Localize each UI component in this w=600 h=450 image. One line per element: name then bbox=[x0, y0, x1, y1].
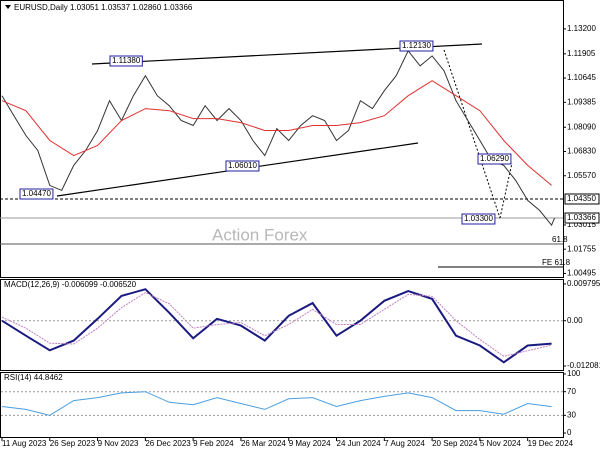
y-tick-label: 1.05570 bbox=[567, 171, 596, 180]
x-tick-label: 9 May 2024 bbox=[289, 439, 331, 448]
menu-arrow bbox=[5, 5, 11, 9]
y-tick-label: 0.00 bbox=[567, 316, 583, 325]
annotation: 1.06010 bbox=[228, 161, 257, 170]
fibo-line bbox=[443, 49, 501, 219]
y-tick-label: 1.13200 bbox=[567, 24, 596, 33]
y-tick-label: 70 bbox=[567, 387, 576, 396]
x-tick-label: 7 Aug 2024 bbox=[384, 439, 425, 448]
price-box bbox=[564, 212, 600, 224]
y-tick-label: 1.11905 bbox=[567, 49, 596, 58]
y-tick-label: 1.08090 bbox=[567, 122, 596, 131]
y-tick-label: -0.012081 bbox=[567, 361, 600, 370]
y-tick-label: 1.06830 bbox=[567, 147, 596, 156]
x-tick-label: 20 Sep 2024 bbox=[432, 439, 478, 448]
annotation-box bbox=[109, 55, 143, 67]
y-tick-label: 1.09385 bbox=[567, 97, 596, 106]
price-box-label: 1.03366 bbox=[567, 213, 596, 222]
fibo-line bbox=[499, 162, 513, 219]
series-line bbox=[1, 288, 552, 364]
annotation-box bbox=[399, 40, 434, 52]
rsi-panel bbox=[0, 372, 564, 438]
y-tick-label: 1.10645 bbox=[567, 73, 596, 82]
macd-panel bbox=[0, 279, 564, 371]
price-box bbox=[564, 193, 600, 205]
watermark: Action Forex bbox=[212, 225, 308, 244]
annotation-box bbox=[225, 160, 260, 172]
annotation: 1.04470 bbox=[22, 189, 51, 198]
annotation-box bbox=[19, 188, 54, 200]
x-tick-label: 9 Feb 2024 bbox=[193, 439, 234, 448]
annotation: 61.8 bbox=[552, 235, 568, 244]
series-line bbox=[1, 49, 555, 227]
price-box-label: 1.04350 bbox=[567, 194, 596, 203]
y-tick-label: 0.009795 bbox=[567, 279, 600, 288]
x-tick-label: 5 Nov 2024 bbox=[480, 439, 521, 448]
x-tick-label: 11 Aug 2023 bbox=[2, 439, 47, 448]
annotation-box bbox=[477, 153, 512, 165]
x-tick-label: 24 Jun 2024 bbox=[337, 439, 382, 448]
y-tick-label: 1.00495 bbox=[567, 269, 596, 278]
series-line bbox=[1, 80, 552, 186]
annotation: 1.03300 bbox=[464, 214, 493, 223]
x-tick-label: 19 Dec 2024 bbox=[528, 439, 574, 448]
annotation: FE 61.8 bbox=[542, 258, 571, 267]
y-tick-label: 1.03015 bbox=[567, 220, 596, 229]
x-tick-label: 26 Sep 2023 bbox=[50, 439, 96, 448]
annotation: 1.12130 bbox=[402, 41, 431, 50]
y-tick-label: 0 bbox=[567, 428, 572, 437]
chart-title: EURUSD,Daily 1.03051 1.03537 1.02860 1.0… bbox=[14, 3, 193, 12]
annotation: 1.06290 bbox=[480, 154, 509, 163]
series-line bbox=[1, 391, 552, 416]
x-tick-label: 26 Mar 2024 bbox=[241, 439, 286, 448]
x-tick-label: 9 Nov 2023 bbox=[98, 439, 139, 448]
annotation-box bbox=[461, 213, 496, 225]
x-tick-label: 26 Dec 2023 bbox=[145, 439, 191, 448]
y-tick-label: 30 bbox=[567, 410, 576, 419]
macd-title: MACD(12,26,9) -0.006099 -0.006520 bbox=[4, 280, 137, 289]
annotation: 1.11380 bbox=[112, 56, 141, 65]
rsi-title: RSI(14) 44.8462 bbox=[4, 373, 63, 382]
y-tick-label: 1.01755 bbox=[567, 244, 596, 253]
price-panel bbox=[0, 0, 564, 278]
y-tick-label: 100 bbox=[567, 369, 581, 378]
series-line bbox=[1, 292, 552, 357]
